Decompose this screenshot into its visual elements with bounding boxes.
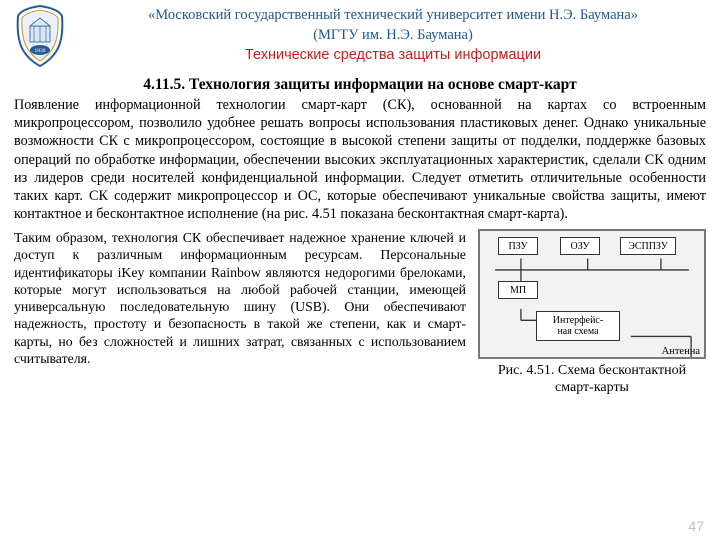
university-name-line1: «Московский государственный технический … <box>78 6 708 26</box>
antenna-label: Антенна <box>662 346 700 357</box>
node-esp: ЭСППЗУ <box>620 237 676 255</box>
node-mp: МП <box>498 281 538 299</box>
subject-line: Технические средства защиты информации <box>78 47 708 63</box>
lower-row: Таким образом, технология СК обеспечивае… <box>0 223 720 397</box>
node-interface: Интерфейс- ная схема <box>536 311 620 341</box>
node-ozu: ОЗУ <box>560 237 600 255</box>
node-pzu: ПЗУ <box>498 237 538 255</box>
paragraph-1: Появление информационной технологии смар… <box>0 96 720 223</box>
section-title: 4.11.5. Технология защиты информации на … <box>0 76 720 94</box>
figure-caption: Рис. 4.51. Схема бесконтактной смарт-кар… <box>478 363 706 397</box>
header-text-block: «Московский государственный технический … <box>78 4 708 63</box>
university-logo: 1830 <box>12 4 68 68</box>
logo-year: 1830 <box>35 48 46 54</box>
diagram-box: ПЗУ ОЗУ ЭСППЗУ МП Интерфейс- ная схема А… <box>478 229 706 359</box>
page-header: 1830 «Московский государственный техниче… <box>0 0 720 68</box>
figure-block: ПЗУ ОЗУ ЭСППЗУ МП Интерфейс- ная схема А… <box>478 229 706 397</box>
university-name-line2: (МГТУ им. Н.Э. Баумана) <box>78 26 708 46</box>
paragraph-2: Таким образом, технология СК обеспечивае… <box>14 229 478 367</box>
page-number: 47 <box>688 518 704 534</box>
